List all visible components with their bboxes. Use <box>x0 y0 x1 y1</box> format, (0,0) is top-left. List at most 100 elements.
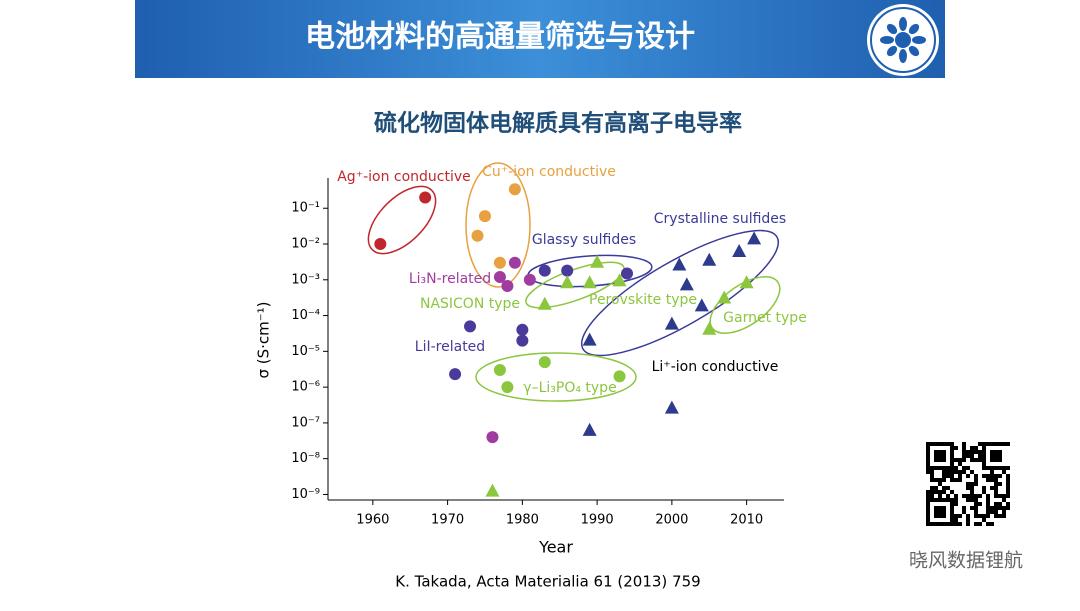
qr-cell <box>938 466 942 470</box>
qr-cell <box>982 462 986 466</box>
annotation: Cu⁺-ion conductive <box>482 164 616 180</box>
qr-cell <box>942 490 946 494</box>
qr-cell <box>954 494 958 498</box>
qr-cell <box>974 502 978 506</box>
x-tick-label: 2000 <box>655 513 688 528</box>
qr-cell <box>950 522 954 526</box>
x-axis-label: Year <box>538 538 573 557</box>
x-tick-label: 1990 <box>581 513 614 528</box>
qr-cell <box>998 466 1002 470</box>
qr-cell <box>986 506 990 510</box>
qr-cell <box>998 494 1002 498</box>
qr-cell <box>950 442 954 446</box>
y-tick-label: 10⁻⁵ <box>291 344 320 359</box>
point <box>537 296 552 310</box>
qr-cell <box>950 506 954 510</box>
qr-cell <box>998 454 1002 458</box>
qr-cell <box>942 478 946 482</box>
plot: 10⁻⁹ 10⁻⁸ 10⁻⁷ 10⁻⁶ 10⁻⁵ 10⁻⁴ 10⁻³ 10⁻² 10⁻¹ 1960… <box>255 164 807 557</box>
qr-cell <box>998 442 1002 446</box>
citation: K. Takada, Acta Materialia 61 (2013) 759 <box>395 573 700 591</box>
qr-cell <box>926 446 930 450</box>
qr-cell <box>934 514 938 518</box>
qr-cell <box>974 482 978 486</box>
qr-cell <box>958 474 962 478</box>
point <box>493 256 506 269</box>
qr-cell <box>998 506 1002 510</box>
qr-cell <box>942 514 946 518</box>
qr-cell <box>946 494 950 498</box>
qr-cell <box>962 510 966 514</box>
qr-cell <box>938 510 942 514</box>
qr-cell <box>1006 486 1010 490</box>
x-tick-label: 2010 <box>730 513 763 528</box>
qr-cell <box>982 442 986 446</box>
qr-cell <box>930 470 934 474</box>
qr-cell <box>926 510 930 514</box>
qr-cell <box>942 454 946 458</box>
qr-cell <box>930 498 934 502</box>
qr-cell <box>942 498 946 502</box>
qr-cell <box>934 506 938 510</box>
qr-cell <box>938 506 942 510</box>
qr-cell <box>1006 490 1010 494</box>
point <box>621 267 634 280</box>
annotation: Perovskite type <box>589 292 697 308</box>
qr-cell <box>990 458 994 462</box>
point <box>590 254 605 268</box>
qr-cell <box>994 442 998 446</box>
qr-cell <box>934 490 938 494</box>
x-tick-label: 1980 <box>506 513 539 528</box>
qr-cell <box>942 466 946 470</box>
qr-cell <box>982 458 986 462</box>
qr-cell <box>938 454 942 458</box>
qr-cell <box>1002 470 1006 474</box>
qr-cell <box>970 486 974 490</box>
qr-cell <box>1006 478 1010 482</box>
qr-cell <box>986 474 990 478</box>
qr-cell <box>942 510 946 514</box>
qr-cell <box>1006 482 1010 486</box>
point <box>672 257 687 271</box>
qr-cell <box>954 514 958 518</box>
point <box>493 270 506 283</box>
qr-cell <box>950 510 954 514</box>
qr-cell <box>990 474 994 478</box>
qr-cell <box>994 510 998 514</box>
qr-cell <box>942 458 946 462</box>
qr-cell <box>946 474 950 478</box>
qr-cell <box>946 522 950 526</box>
qr-cell <box>1002 498 1006 502</box>
point <box>582 275 597 289</box>
logo <box>867 4 939 76</box>
qr-cell <box>946 442 950 446</box>
qr-cell <box>1002 466 1006 470</box>
qr-cell <box>958 470 962 474</box>
qr-cell <box>970 450 974 454</box>
qr-cell <box>930 466 934 470</box>
qr-cell <box>958 514 962 518</box>
qr-cell <box>950 450 954 454</box>
qr-cell <box>962 470 966 474</box>
annotation: Li⁺-ion conductive <box>652 359 779 375</box>
qr-cell <box>994 502 998 506</box>
point <box>694 298 709 312</box>
qr-cell <box>938 482 942 486</box>
qr-cell <box>1002 506 1006 510</box>
qr-cell <box>994 514 998 518</box>
qr-cell <box>974 510 978 514</box>
qr-cell <box>986 522 990 526</box>
qr-cell <box>950 502 954 506</box>
y-tick-label: 10⁻⁶ <box>291 380 320 395</box>
qr-cell <box>994 486 998 490</box>
qr-cell <box>954 498 958 502</box>
qr-cell <box>974 446 978 450</box>
qr-cell <box>978 522 982 526</box>
qr-cell <box>978 494 982 498</box>
qr-cell <box>926 506 930 510</box>
point <box>516 334 529 347</box>
point <box>478 210 491 223</box>
qr-cell <box>934 450 938 454</box>
point <box>508 183 521 196</box>
qr-cell <box>974 478 978 482</box>
